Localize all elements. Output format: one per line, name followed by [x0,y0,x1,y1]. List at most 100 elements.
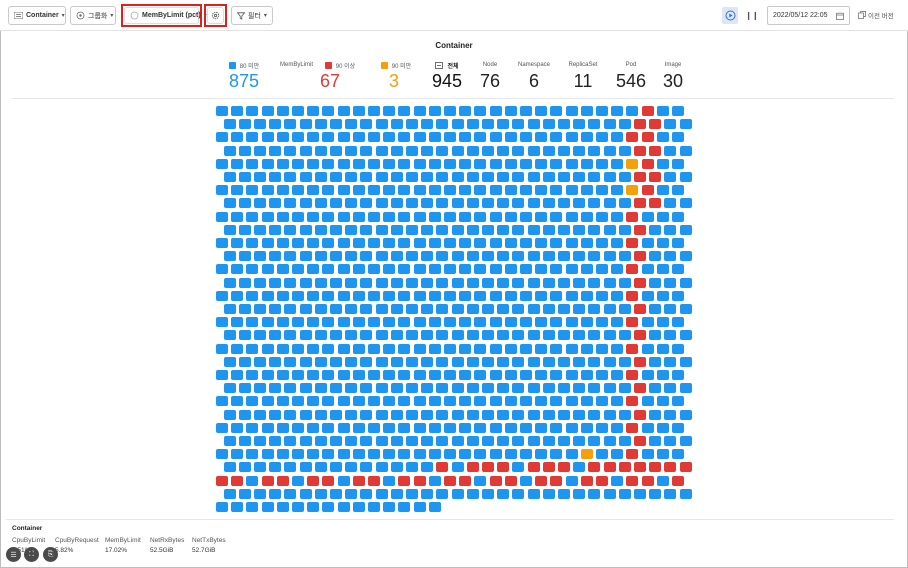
container-cell[interactable] [253,330,266,341]
container-cell[interactable] [520,106,532,116]
container-cell[interactable] [421,172,434,182]
container-cell[interactable] [588,145,601,156]
container-cell[interactable] [588,119,601,130]
container-cell[interactable] [223,119,236,130]
container-cell[interactable] [580,290,593,301]
container-cell[interactable] [383,343,396,354]
container-cell[interactable] [375,277,388,288]
container-cell[interactable] [664,356,677,367]
container-cell[interactable] [246,211,259,222]
container-cell[interactable] [466,462,479,473]
container-cell[interactable] [481,172,494,182]
stat-pod[interactable]: Pod 546 [614,60,648,92]
container-cell[interactable] [383,132,396,143]
container-cell[interactable] [223,251,236,262]
container-cell[interactable] [557,383,570,394]
container-cell[interactable] [405,356,418,367]
container-cell[interactable] [284,251,297,262]
container-cell[interactable] [611,238,624,248]
container-cell[interactable] [428,343,441,354]
container-cell[interactable] [368,185,380,196]
container-cell[interactable] [345,488,358,499]
container-cell[interactable] [474,290,487,301]
container-cell[interactable] [375,198,388,209]
container-cell[interactable] [261,290,274,301]
container-cell[interactable] [588,462,601,473]
container-cell[interactable] [626,422,639,433]
container-cell[interactable] [466,436,479,446]
container-cell[interactable] [253,172,266,182]
container-cell[interactable] [284,172,297,182]
container-cell[interactable] [504,238,517,248]
container-cell[interactable] [253,224,266,235]
container-cell[interactable] [314,356,327,367]
container-cell[interactable] [360,330,373,341]
container-cell[interactable] [390,409,403,420]
container-cell[interactable] [261,370,274,380]
container-cell[interactable] [611,396,624,407]
container-cell[interactable] [269,409,282,420]
container-cell[interactable] [390,383,403,394]
container-cell[interactable] [444,422,456,433]
container-cell[interactable] [466,172,479,182]
container-cell[interactable] [329,172,342,182]
container-cell[interactable] [322,370,335,380]
container-cell[interactable] [481,198,494,209]
container-cell[interactable] [611,106,624,116]
container-cell[interactable] [375,304,388,314]
container-cell[interactable] [656,158,669,169]
container-cell[interactable] [459,185,472,196]
container-cell[interactable] [246,132,259,143]
pause-button[interactable]: ❙❙ [745,7,758,24]
container-cell[interactable] [542,304,555,314]
container-cell[interactable] [352,449,365,460]
container-cell[interactable] [231,158,244,169]
container-cell[interactable] [542,277,555,288]
container-cell[interactable] [238,409,251,420]
container-cell[interactable] [641,475,654,486]
container-cell[interactable] [459,422,472,433]
container-cell[interactable] [641,370,654,380]
container-cell[interactable] [390,462,403,473]
container-cell[interactable] [588,436,601,446]
container-cell[interactable] [360,119,373,130]
container-cell[interactable] [451,224,464,235]
container-cell[interactable] [329,224,342,235]
container-cell[interactable] [550,158,563,169]
container-cell[interactable] [489,185,502,196]
container-cell[interactable] [253,277,266,288]
container-cell[interactable] [428,132,441,143]
container-cell[interactable] [299,251,312,262]
container-cell[interactable] [405,119,418,130]
container-cell[interactable] [459,290,472,301]
container-cell[interactable] [542,198,555,209]
container-cell[interactable] [360,356,373,367]
container-cell[interactable] [542,145,555,156]
container-cell[interactable] [656,422,669,433]
container-cell[interactable] [504,132,517,143]
container-cell[interactable] [497,330,510,341]
container-cell[interactable] [497,304,510,314]
container-cell[interactable] [261,396,274,407]
container-cell[interactable] [276,185,289,196]
container-cell[interactable] [444,132,456,143]
container-cell[interactable] [596,449,608,460]
container-cell[interactable] [413,343,426,354]
container-cell[interactable] [679,277,692,288]
container-cell[interactable] [512,224,525,235]
container-cell[interactable] [664,330,677,341]
container-cell[interactable] [253,488,266,499]
container-cell[interactable] [405,145,418,156]
container-cell[interactable] [360,145,373,156]
container-cell[interactable] [216,238,228,248]
container-cell[interactable] [474,211,487,222]
container-cell[interactable] [284,436,297,446]
container-cell[interactable] [451,356,464,367]
container-cell[interactable] [596,370,608,380]
container-cell[interactable] [466,119,479,130]
container-cell[interactable] [497,172,510,182]
container-cell[interactable] [413,264,426,275]
container-cell[interactable] [299,198,312,209]
container-cell[interactable] [299,145,312,156]
container-cell[interactable] [428,290,441,301]
